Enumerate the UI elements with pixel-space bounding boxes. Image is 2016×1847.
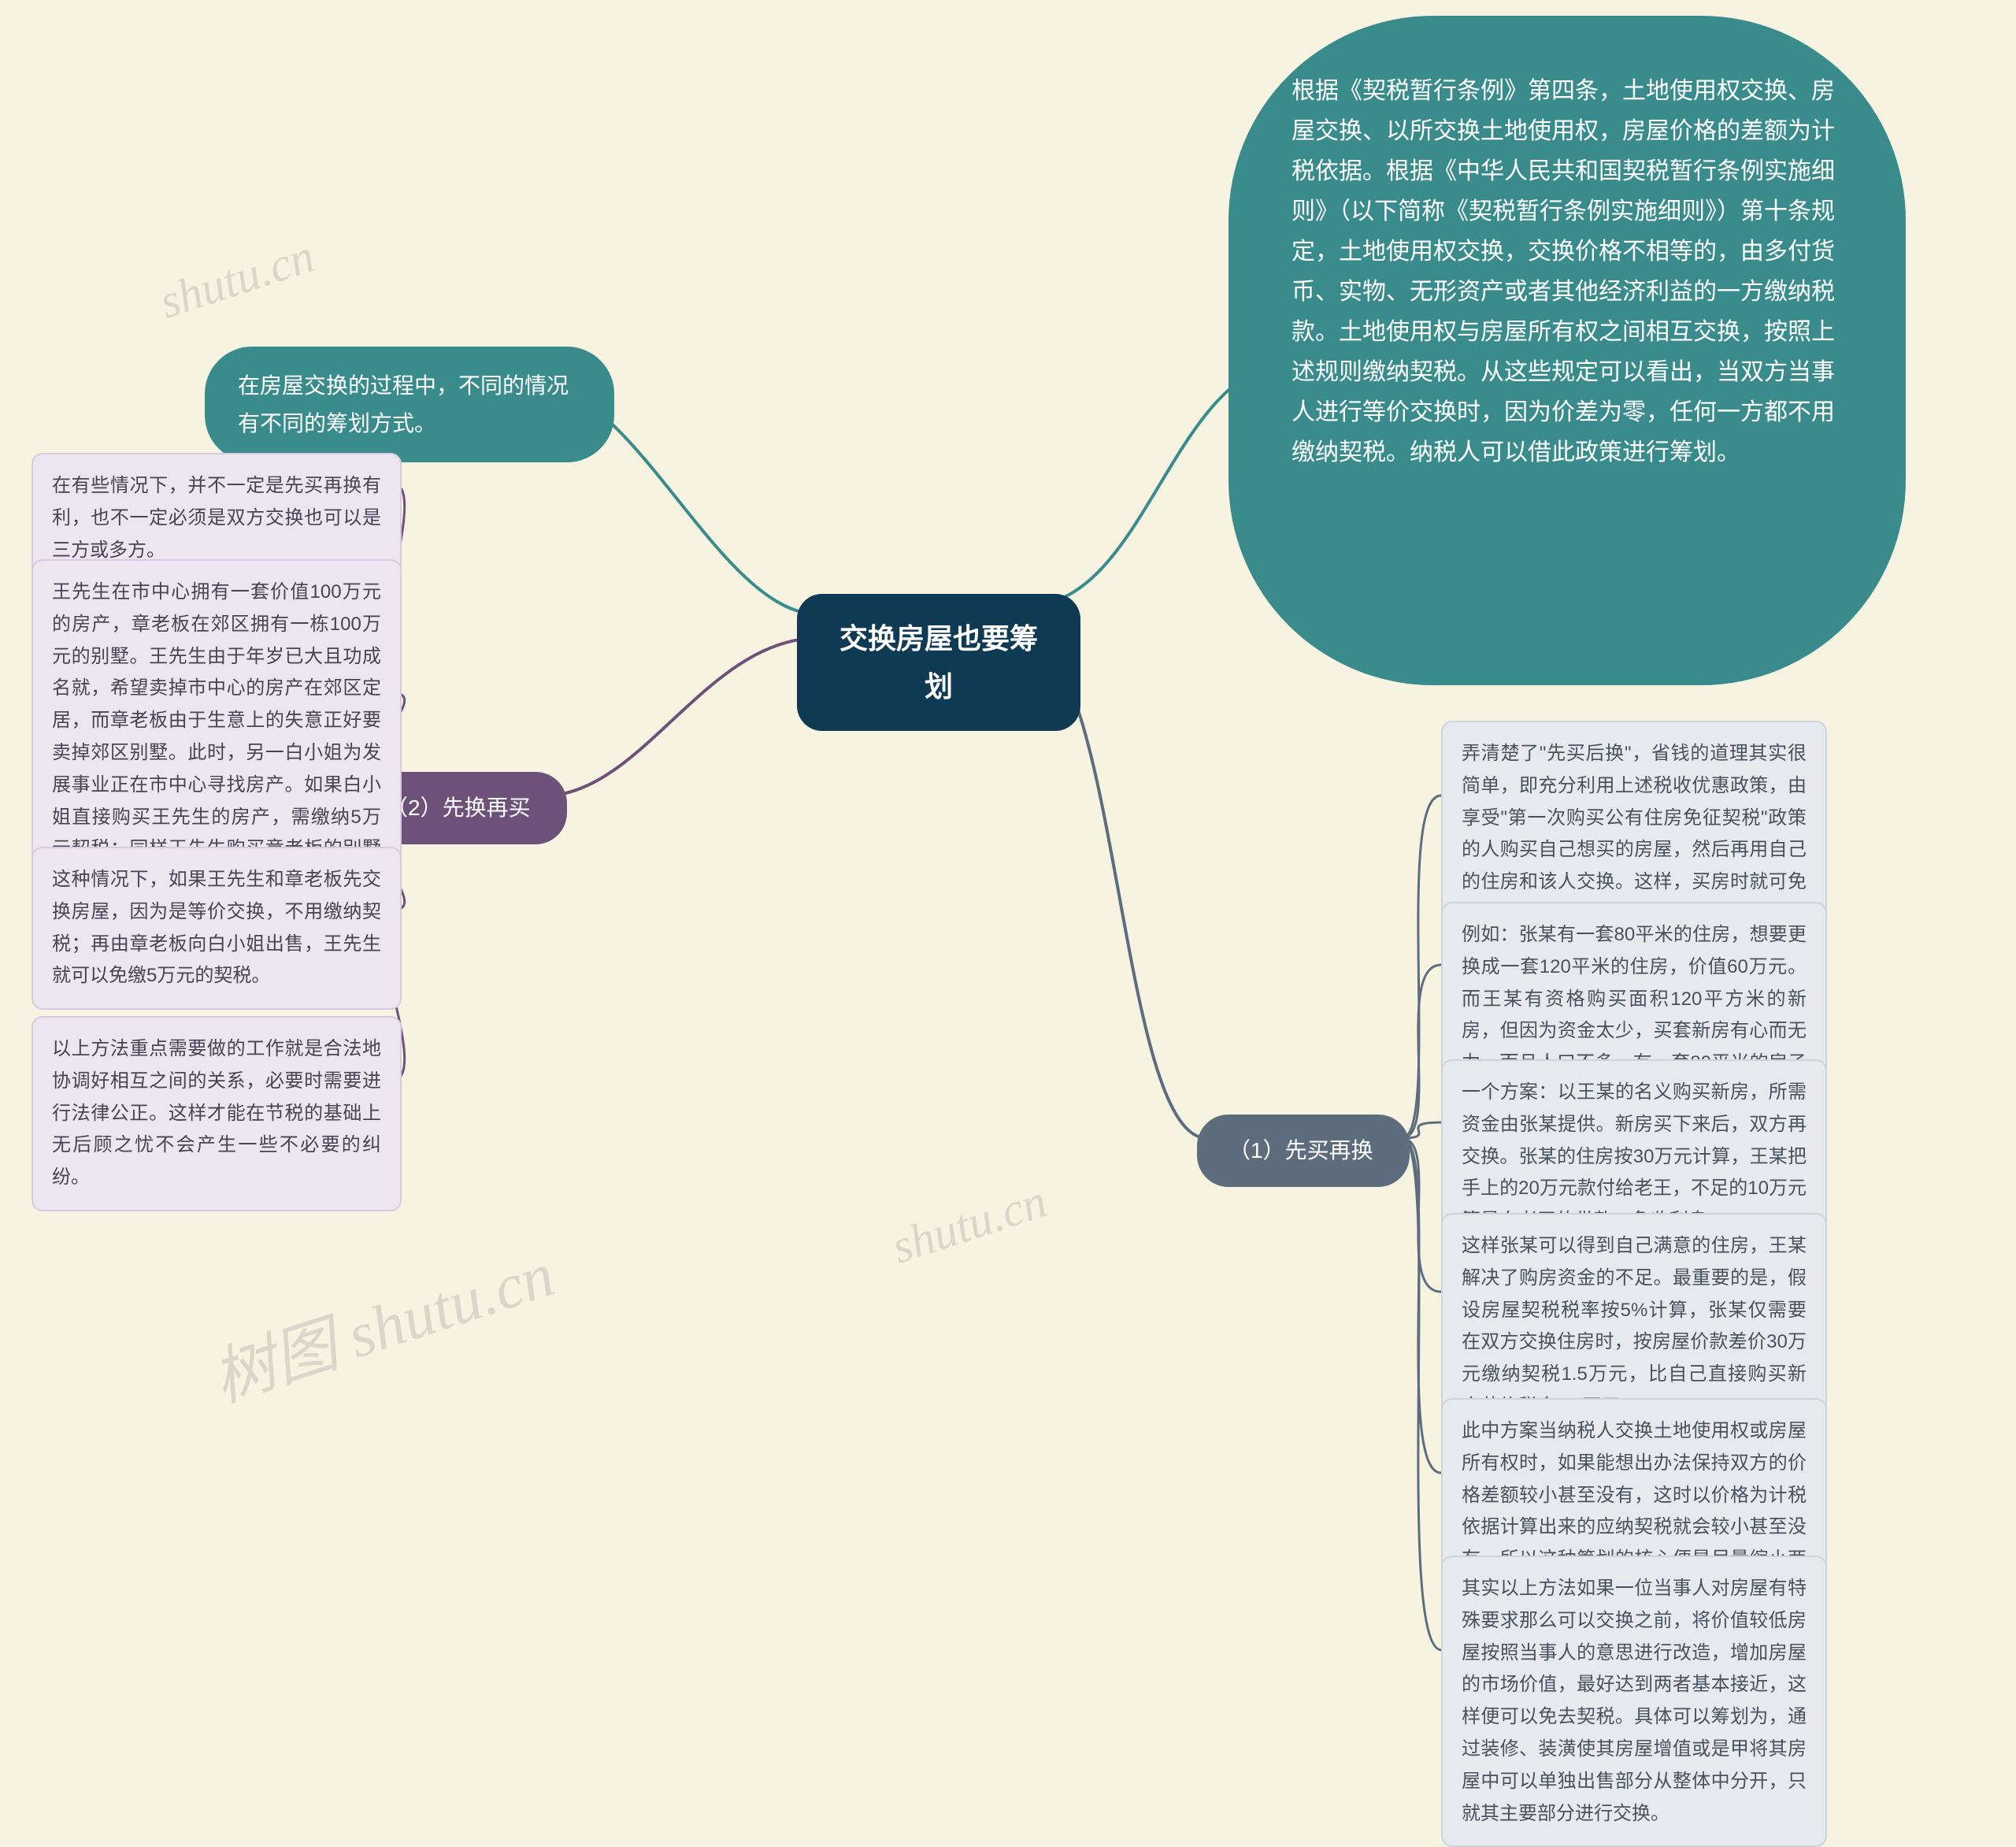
leaf-b2-3[interactable]: 以上方法重点需要做的工作就是合法地协调好相互之间的关系，必要时需要进行法律公正。… xyxy=(32,1016,402,1211)
branch-intro[interactable]: 在房屋交换的过程中，不同的情况有不同的筹划方式。 xyxy=(205,347,614,462)
watermark: shutu.cn xyxy=(885,1174,1053,1275)
watermark: 树图 shutu.cn xyxy=(199,1223,564,1419)
leaf-b2-2[interactable]: 这种情况下，如果王先生和章老板先交换房屋，因为是等价交换，不用缴纳契税；再由章老… xyxy=(32,847,402,1010)
root-node[interactable]: 交换房屋也要筹划 xyxy=(797,594,1080,731)
branch-law[interactable]: 根据《契税暂行条例》第四条，土地使用权交换、房屋交换、以所交换土地使用权，房屋价… xyxy=(1228,16,1906,685)
leaf-b1-5[interactable]: 其实以上方法如果一位当事人对房屋有特殊要求那么可以交换之前，将价值较低房屋按照当… xyxy=(1441,1556,1827,1847)
watermark: shutu.cn xyxy=(153,229,321,330)
branch-buy-then-swap[interactable]: （1）先买再换 xyxy=(1197,1115,1410,1187)
